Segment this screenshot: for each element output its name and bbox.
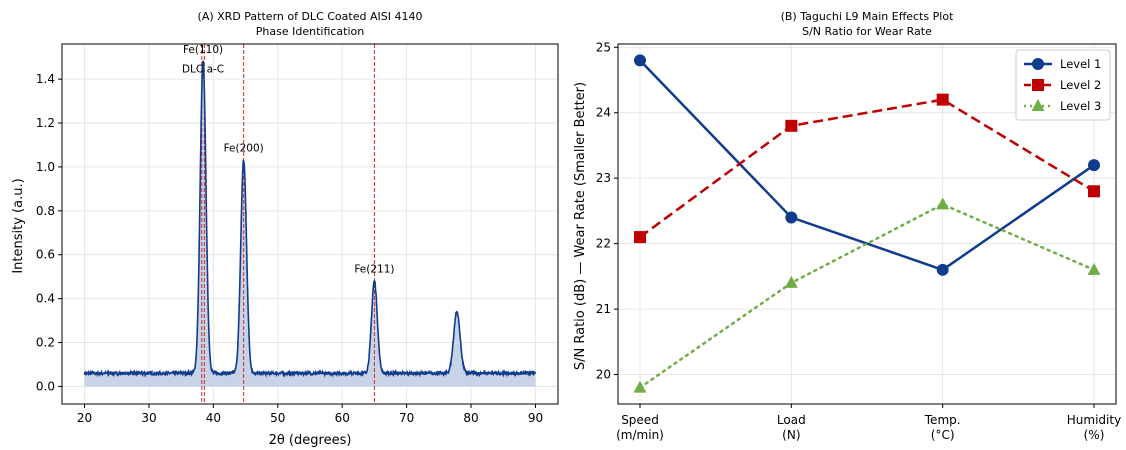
xrd-area-fill [84,60,536,387]
xrd-annotations: Fe(110) DLC a-C Fe(200) Fe(211) [182,44,395,276]
taguchi-x-ticks: Speed(m/min) Load(N) Temp.(°C) Humidity(%) [616,404,1121,442]
legend-marker [1032,58,1044,70]
taguchi-series-line [639,59,1095,272]
xrd-peak-annotation: Fe(200) [224,143,264,155]
taguchi-series-1 [634,54,1100,276]
taguchi-x-tick-label: Temp. [924,413,961,427]
xrd-x-tick-label: 60 [335,411,350,425]
legend-marker [1032,79,1044,91]
xrd-x-tick-label: 20 [77,411,92,425]
xrd-reference-lines [201,44,375,404]
xrd-x-tick-label: 30 [141,411,156,425]
taguchi-x-tick-label: (m/min) [616,428,664,442]
taguchi-data-point [634,54,646,67]
xrd-plot-frame [61,43,559,405]
xrd-chart: (A) XRD Pattern of DLC Coated AISI 4140 … [11,10,559,448]
xrd-x-tick-label: 90 [528,411,543,425]
xrd-y-tick-label: 1.0 [36,160,55,174]
taguchi-data-point [785,211,798,224]
xrd-x-tick-label: 70 [399,411,414,425]
xrd-series-line [83,60,536,378]
taguchi-data-point [785,119,798,132]
taguchi-data-point [936,197,950,210]
xrd-subtitle: Phase Identification [256,25,364,38]
xrd-y-tick-label: 1.2 [36,116,55,130]
xrd-y-axis-label: Intensity (a.u.) [11,178,26,273]
taguchi-subtitle: S/N Ratio for Wear Rate [802,25,932,38]
xrd-x-tick-label: 80 [463,411,478,425]
xrd-y-tick-label: 0.0 [36,379,55,393]
taguchi-y-ticks: 20 21 22 23 24 25 [596,40,618,382]
xrd-y-tick-label: 1.4 [36,72,55,86]
legend-label: Level 2 [1060,78,1101,92]
taguchi-series-line [639,98,1095,239]
taguchi-data-point [1088,159,1100,172]
xrd-x-tick-label: 50 [270,411,285,425]
taguchi-x-tick-label: Load [777,413,806,427]
taguchi-data-point [633,380,647,393]
xrd-x-axis-label: 2θ (degrees) [269,433,352,448]
taguchi-x-tick-label: (%) [1084,428,1105,442]
taguchi-series [633,54,1101,393]
xrd-x-ticks: 20 30 40 50 60 70 80 90 [77,404,543,425]
taguchi-y-tick-label: 22 [596,237,611,251]
taguchi-x-tick-label: Humidity [1067,413,1121,427]
xrd-peak-annotation: DLC a-C [182,64,224,76]
xrd-grid [62,44,558,404]
taguchi-data-point [936,263,949,276]
taguchi-data-point [634,231,646,244]
taguchi-plot-frame [617,43,1117,405]
taguchi-chart: (B) Taguchi L9 Main Effects Plot S/N Rat… [573,10,1121,442]
xrd-y-tick-label: 0.6 [36,248,55,262]
xrd-y-tick-label: 0.8 [36,204,55,218]
legend-label: Level 1 [1060,57,1101,71]
legend-marker [1031,99,1045,111]
taguchi-y-tick-label: 23 [596,171,611,185]
xrd-peak-annotation: Fe(211) [354,263,394,275]
taguchi-x-tick-label: (°C) [931,428,955,442]
taguchi-legend: Level 1 Level 2 Level 3 [1015,49,1111,121]
xrd-y-tick-label: 0.4 [36,292,55,306]
xrd-fill [84,60,536,387]
xrd-x-tick-label: 40 [206,411,221,425]
taguchi-data-point [936,93,949,106]
xrd-pattern-line [83,60,536,378]
taguchi-data-point [1087,262,1101,275]
taguchi-data-point [1088,185,1100,198]
xrd-title: (A) XRD Pattern of DLC Coated AISI 4140 [198,10,423,23]
taguchi-x-tick-label: Speed [621,413,659,427]
taguchi-y-tick-label: 25 [596,40,611,54]
xrd-peak-annotation: Fe(110) [183,44,223,56]
taguchi-data-point [784,275,798,288]
taguchi-series-line [638,202,1096,389]
xrd-y-ticks: 0.0 0.2 0.4 0.6 0.8 1.0 1.2 1.4 [36,72,62,393]
taguchi-title: (B) Taguchi L9 Main Effects Plot [781,10,954,23]
taguchi-y-axis-label: S/N Ratio (dB) — Wear Rate (Smaller Bett… [573,82,588,370]
taguchi-series-3 [633,197,1101,393]
taguchi-y-tick-label: 21 [596,302,611,316]
taguchi-y-tick-label: 20 [596,368,611,382]
legend-label: Level 3 [1060,99,1101,113]
taguchi-series-2 [634,93,1100,244]
taguchi-x-tick-label: (N) [782,428,800,442]
xrd-y-tick-label: 0.2 [36,336,55,350]
taguchi-y-tick-label: 24 [596,106,611,120]
